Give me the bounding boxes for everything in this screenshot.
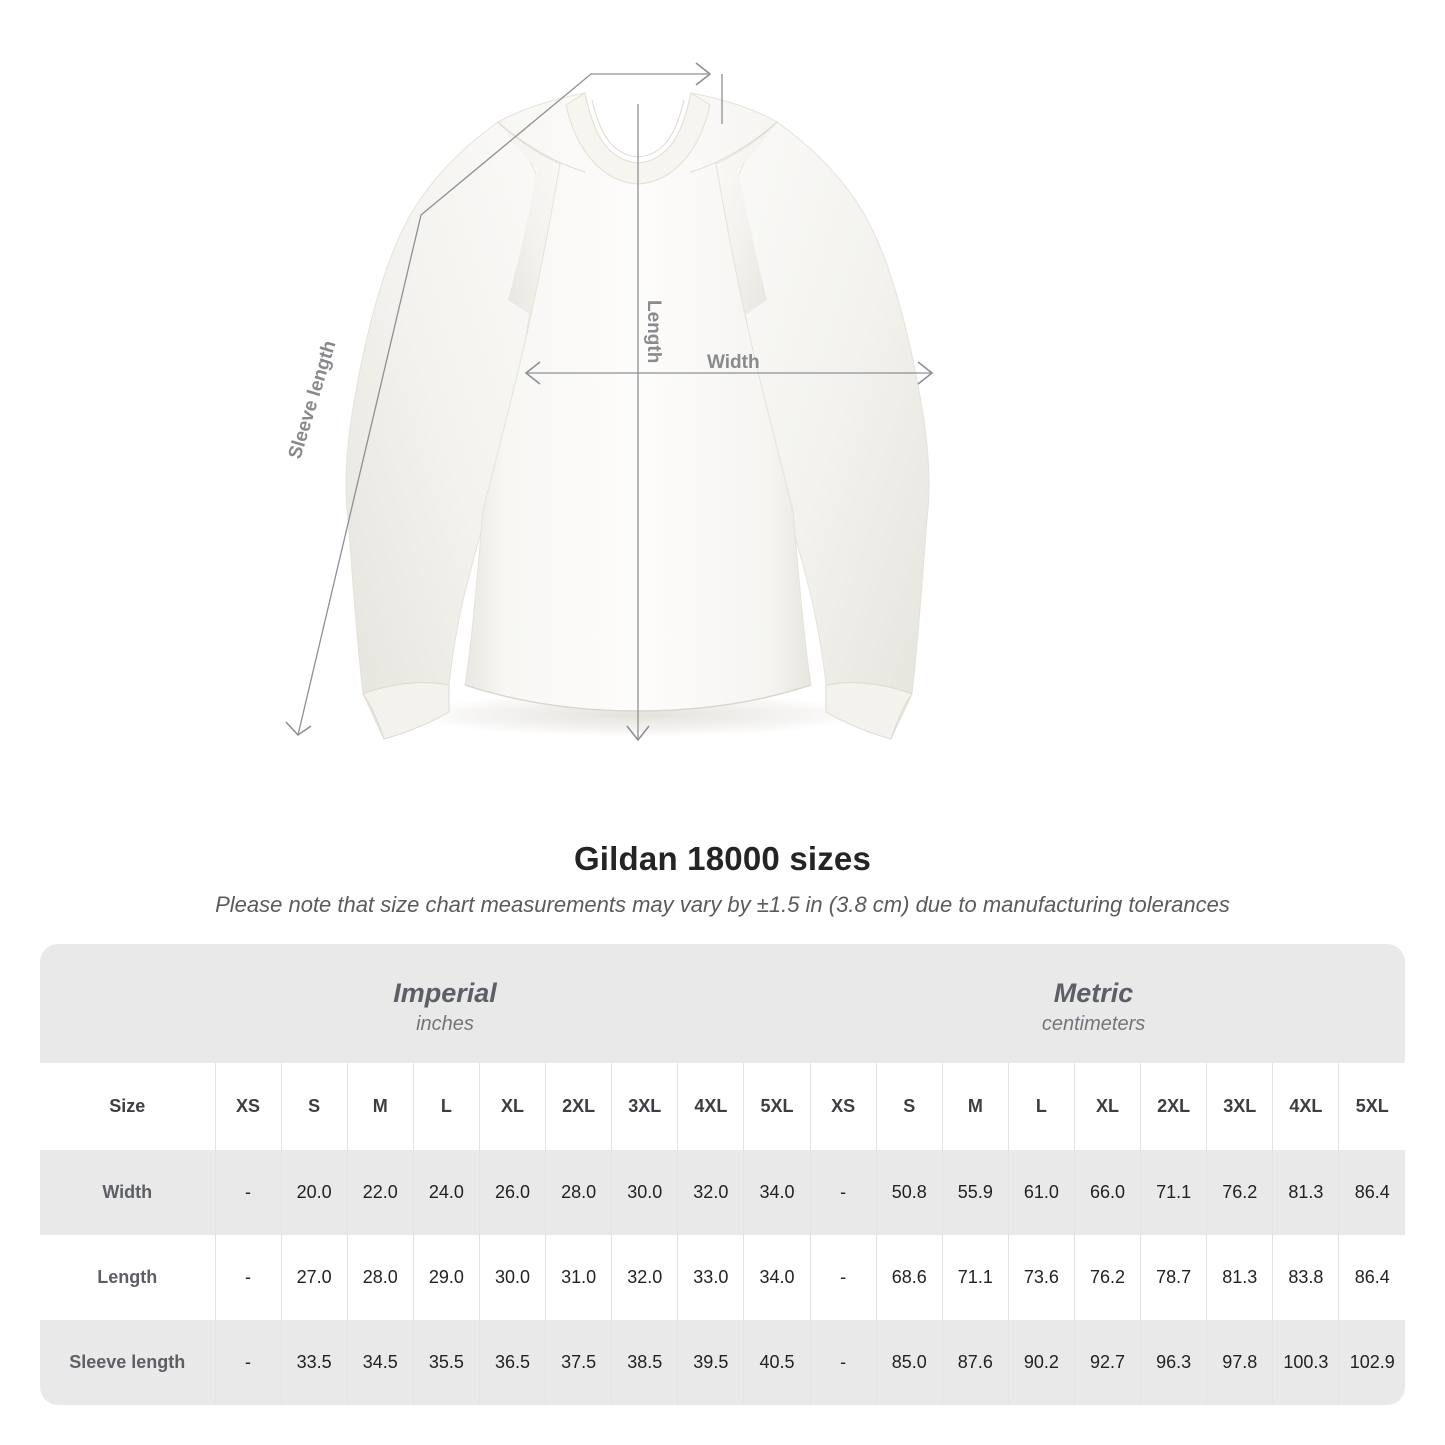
svg-text:Width: Width <box>707 352 760 373</box>
svg-text:Sleeve length: Sleeve length <box>285 338 341 461</box>
svg-text:Length: Length <box>643 300 664 363</box>
